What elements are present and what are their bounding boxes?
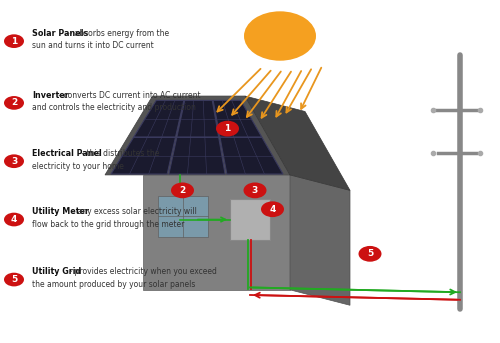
Polygon shape: [290, 175, 350, 305]
Polygon shape: [105, 96, 290, 175]
Text: 4: 4: [270, 205, 276, 214]
Polygon shape: [230, 199, 270, 240]
Text: Utility Grid: Utility Grid: [32, 268, 82, 276]
Polygon shape: [213, 100, 262, 137]
Circle shape: [4, 273, 24, 286]
Text: electricity to your home: electricity to your home: [32, 162, 124, 170]
Circle shape: [4, 213, 24, 226]
Text: Electrical Panel: Electrical Panel: [32, 149, 102, 158]
Text: 3: 3: [11, 157, 17, 166]
Text: - any excess solar electricity will: - any excess solar electricity will: [70, 208, 197, 216]
Text: 5: 5: [11, 275, 17, 284]
Circle shape: [244, 182, 266, 198]
Text: 2: 2: [11, 98, 17, 107]
Circle shape: [4, 34, 24, 48]
Polygon shape: [169, 138, 225, 174]
Text: and controls the electricity and production: and controls the electricity and product…: [32, 103, 196, 112]
Text: 5: 5: [367, 249, 373, 258]
Text: 3: 3: [252, 186, 258, 195]
Text: Inverter: Inverter: [32, 91, 69, 100]
Text: 4: 4: [11, 215, 17, 224]
Polygon shape: [134, 100, 184, 137]
Circle shape: [171, 182, 194, 198]
Polygon shape: [220, 138, 283, 174]
Text: Solar Panels: Solar Panels: [32, 29, 89, 38]
Circle shape: [4, 154, 24, 168]
Polygon shape: [111, 138, 176, 174]
Circle shape: [261, 201, 284, 217]
Circle shape: [244, 11, 316, 61]
Text: the amount produced by your solar panels: the amount produced by your solar panels: [32, 280, 196, 289]
Polygon shape: [158, 196, 208, 237]
Polygon shape: [245, 96, 350, 190]
Text: flow back to the grid through the meter: flow back to the grid through the meter: [32, 220, 185, 229]
Text: 2: 2: [180, 186, 186, 195]
Text: Utility Meter: Utility Meter: [32, 208, 90, 216]
Circle shape: [216, 121, 239, 137]
Text: sun and turns it into DC current: sun and turns it into DC current: [32, 42, 154, 50]
Text: - provides electricity when you exceed: - provides electricity when you exceed: [68, 268, 217, 276]
Text: 1: 1: [11, 37, 17, 46]
Polygon shape: [142, 175, 290, 290]
Text: - this distributes the: - this distributes the: [79, 149, 160, 158]
Text: - converts DC current into AC current: - converts DC current into AC current: [56, 91, 201, 100]
Text: 1: 1: [224, 124, 230, 133]
Text: - absorbs energy from the: - absorbs energy from the: [68, 29, 170, 38]
Circle shape: [4, 96, 24, 110]
Polygon shape: [177, 100, 218, 137]
Circle shape: [358, 246, 382, 262]
